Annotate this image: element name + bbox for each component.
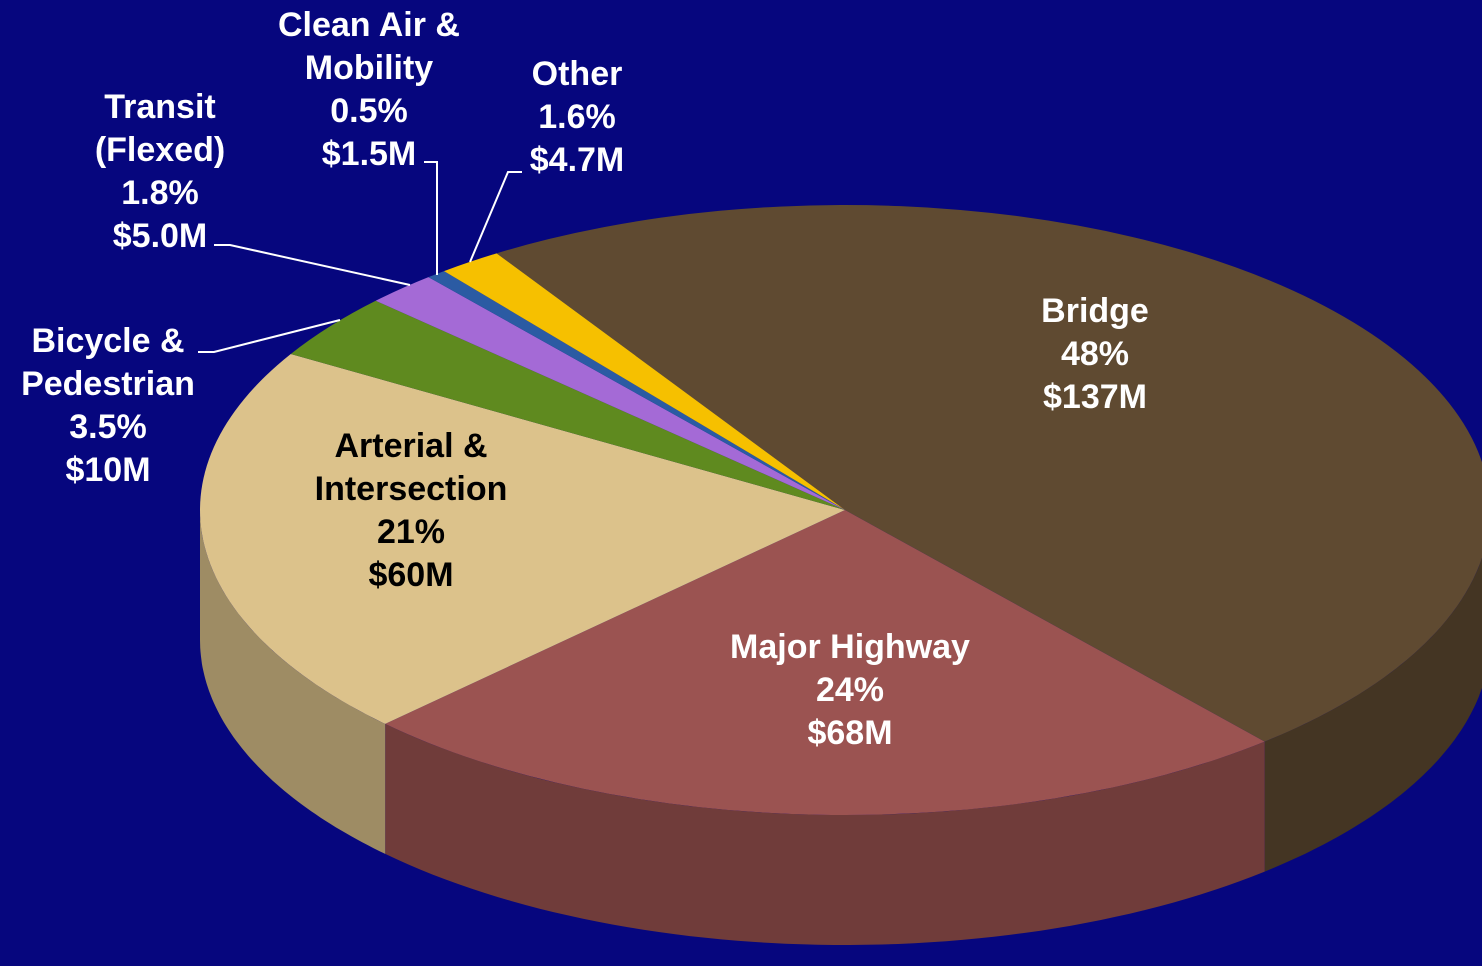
amount-label: $137M — [1043, 378, 1147, 416]
amount-label: $68M — [807, 714, 893, 752]
amount-label: $10M — [65, 451, 151, 489]
category-label: Bridge — [1041, 292, 1149, 330]
leader-lines — [198, 161, 522, 353]
slice-label: Arterial & Intersection 21% $60M — [281, 425, 541, 597]
slice-side — [1264, 558, 1482, 872]
amount-label: $1.5M — [321, 135, 417, 173]
category-label: Clean Air & Mobility — [277, 6, 460, 87]
leader-line — [198, 319, 341, 353]
percent-label: 1.8% — [121, 174, 199, 212]
slice-label: Bridge 48% $137M — [965, 290, 1225, 419]
category-label: Major Highway — [730, 628, 970, 666]
category-label: Arterial & Intersection — [314, 427, 508, 508]
percent-label: 48% — [1060, 335, 1130, 373]
slice — [290, 300, 845, 510]
amount-label: $5.0M — [112, 217, 208, 255]
slice — [428, 271, 845, 510]
slice-label: Other 1.6% $4.7M — [502, 53, 652, 182]
percent-label: 0.5% — [330, 92, 408, 130]
percent-label: 3.5% — [69, 408, 147, 446]
slice-label: Major Highway 24% $68M — [690, 626, 1010, 755]
slice-side — [200, 510, 386, 854]
slice-label: Bicycle & Pedestrian 3.5% $10M — [8, 320, 208, 492]
leader-line — [424, 161, 438, 275]
leader-line — [469, 171, 522, 263]
leader-line — [214, 244, 411, 286]
slice — [199, 353, 846, 724]
percent-label: 21% — [376, 513, 446, 551]
category-label: Transit (Flexed) — [94, 88, 226, 169]
slice — [496, 205, 1482, 742]
slice-label: Clean Air & Mobility 0.5% $1.5M — [259, 4, 479, 176]
slice-label: Transit (Flexed) 1.8% $5.0M — [85, 86, 235, 258]
percent-label: 1.6% — [538, 98, 616, 136]
slice-side — [385, 723, 1265, 945]
category-label: Other — [531, 55, 623, 93]
amount-label: $60M — [368, 556, 454, 594]
amount-label: $4.7M — [529, 141, 625, 179]
percent-label: 24% — [815, 671, 885, 709]
category-label: Bicycle & Pedestrian — [21, 322, 195, 403]
slice — [375, 277, 845, 510]
slice — [385, 510, 1265, 815]
slice — [444, 253, 845, 510]
slices — [199, 205, 1482, 945]
